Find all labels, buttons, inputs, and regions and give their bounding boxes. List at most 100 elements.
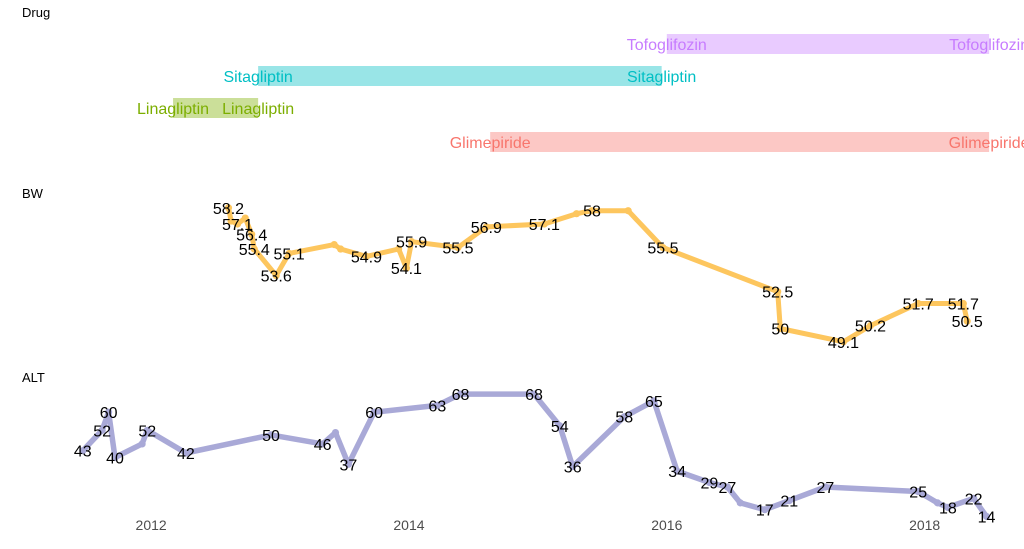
alt-value-label: 29 [700, 475, 718, 492]
panel-titles: Drug BW ALT [22, 5, 50, 385]
drug-label-end: Glimepiride [949, 135, 1024, 152]
alt-value-label: 46 [314, 437, 332, 454]
alt-value-label: 14 [978, 509, 996, 526]
bw-point [233, 220, 242, 228]
panel-title-alt: ALT [22, 370, 45, 385]
bw-value-label: 55.1 [274, 246, 305, 263]
bw-value-label: 55.5 [647, 241, 678, 258]
bw-value-label: 54.1 [391, 261, 422, 278]
bw-value-label: 50.2 [855, 319, 886, 336]
alt-point [944, 503, 952, 511]
alt-point [433, 401, 441, 409]
bw-point [337, 245, 345, 253]
alt-value-label: 34 [668, 464, 686, 481]
bw-point [224, 204, 233, 212]
bw-value-label: 58.2 [213, 201, 244, 218]
alt-point [318, 440, 327, 448]
bw-point [395, 245, 403, 253]
drug-label-start: Glimepiride [450, 135, 531, 152]
bw-value-label: 55.4 [239, 242, 270, 259]
bw-point [959, 299, 967, 308]
bw-point [914, 299, 922, 308]
drug-label-end: Tofoglifozin [949, 37, 1024, 54]
bw-value-label: 53.6 [261, 269, 292, 286]
drug-label-start: Sitagliptin [223, 69, 292, 86]
bw-point [241, 214, 249, 222]
bw-value-label: 56.9 [471, 220, 502, 237]
alt-point [982, 512, 991, 521]
bw-point [588, 207, 596, 215]
alt-value-label: 52 [93, 423, 111, 440]
alt-point [370, 408, 378, 416]
drug-bar-glimepiride [490, 132, 990, 152]
alt-point [530, 390, 538, 398]
alt-point [933, 499, 942, 507]
bw-point [227, 217, 235, 225]
alt-series-line [80, 391, 990, 520]
bw-point [330, 241, 338, 249]
bw-point [776, 324, 784, 333]
drug-label-start: Tofoglifozin [627, 37, 707, 54]
alt-value-label: 36 [564, 460, 582, 477]
bw-value-label: 51.7 [948, 297, 979, 314]
alt-value-label: 25 [909, 485, 927, 502]
alt-value-label: 21 [780, 494, 798, 511]
bw-value-label: 57.1 [222, 217, 253, 234]
alt-value-label: 42 [177, 446, 195, 463]
bw-point [839, 338, 848, 346]
alt-value-label: 37 [339, 457, 357, 474]
alt-value-label: 50 [262, 428, 280, 445]
alt-point [673, 467, 681, 475]
alt-value-label: 63 [428, 398, 446, 415]
bw-point [250, 245, 258, 253]
alt-value-label: 65 [645, 394, 663, 411]
alt-value-label: 54 [551, 419, 569, 436]
drug-bar-tofoglifozin [666, 34, 990, 54]
drug-bar-linagliptin [173, 98, 259, 118]
bw-value-label: 54.9 [351, 249, 382, 266]
alt-value-label: 27 [719, 480, 737, 497]
alt-point [331, 429, 340, 437]
bw-value-label: 55.5 [442, 241, 473, 258]
bw-point [402, 264, 410, 272]
alt-point [138, 440, 146, 448]
alt-point [98, 426, 106, 434]
alt-point [344, 460, 352, 468]
bw-point [482, 223, 490, 231]
bw-value-label: 50.5 [952, 314, 983, 331]
bw-value-label: 57.1 [529, 217, 560, 234]
drug-bar-sitagliptin [258, 66, 662, 86]
alt-value-label: 18 [939, 500, 957, 517]
x-tick-label: 2018 [909, 517, 940, 533]
panel-title-bw: BW [22, 186, 44, 201]
bw-point [572, 210, 581, 218]
alt-point [569, 463, 577, 471]
alt-point [182, 449, 190, 457]
bw-point [540, 220, 548, 228]
alt-point [723, 483, 732, 491]
alt-value-label: 68 [525, 387, 543, 404]
bw-value-label: 55.9 [396, 235, 427, 252]
alt-point [556, 422, 564, 430]
alt-point [914, 487, 922, 496]
drug-label-end: Linagliptin [222, 101, 294, 118]
bw-series-line [226, 205, 970, 345]
bw-point [248, 230, 256, 238]
x-tick-label: 2016 [651, 517, 682, 533]
bw-point [454, 243, 462, 252]
bw-value-label: 58 [583, 204, 601, 221]
bw-point [659, 243, 667, 252]
alt-point [79, 447, 87, 455]
alt-point [785, 497, 793, 505]
bw-value-label: 51.7 [903, 297, 934, 314]
alt-point [650, 397, 658, 405]
bw-value-label: 49.1 [828, 335, 859, 352]
alt-point [821, 483, 829, 491]
alt-point [736, 499, 744, 507]
drug-label-end: Sitagliptin [627, 69, 696, 86]
alt-point [620, 413, 628, 421]
drug-panel: Tofoglifozin Tofoglifozin Sitagliptin Sitag… [137, 34, 1024, 152]
x-axis: 2012 2014 2016 2018 [136, 517, 941, 533]
bw-point [963, 317, 971, 325]
